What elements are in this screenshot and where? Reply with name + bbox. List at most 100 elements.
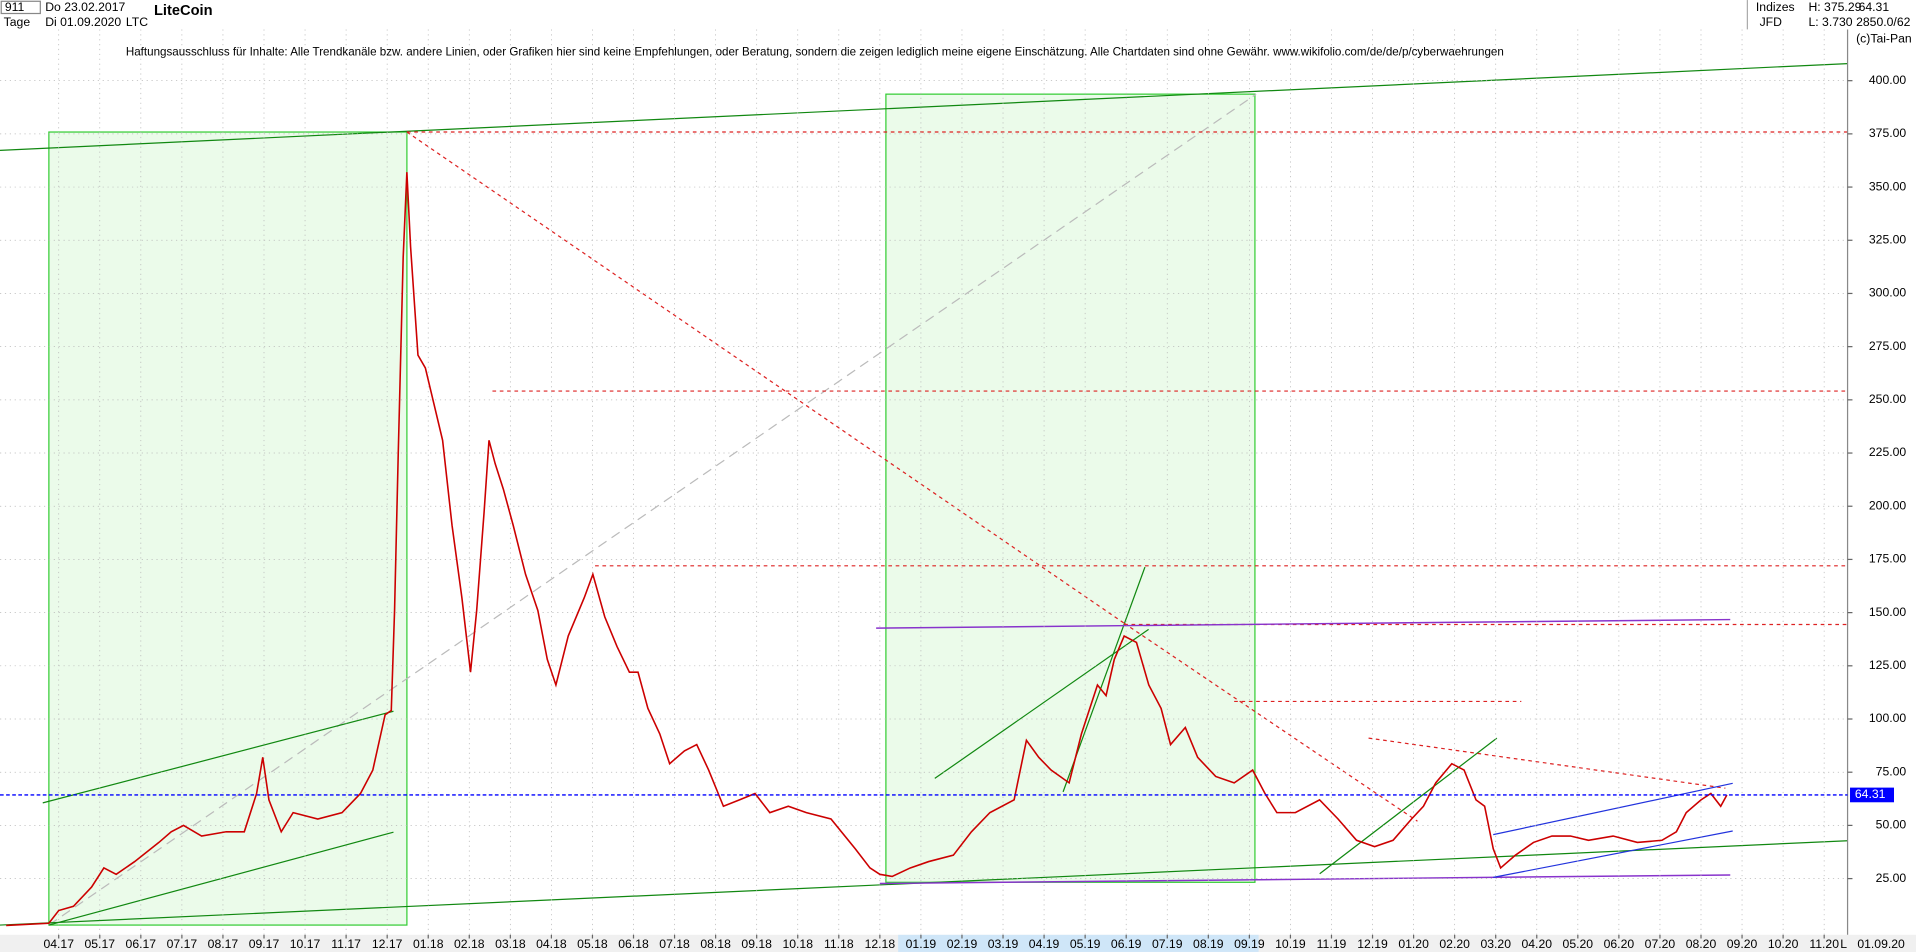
y-tick-label: 275.00	[1869, 339, 1907, 353]
x-tick-label: 11.18	[824, 937, 854, 951]
y-axis-panel	[1847, 0, 1916, 952]
x-tick-label: 02.19	[947, 937, 978, 951]
x-tick-label: 06.20	[1604, 937, 1635, 951]
y-tick-label: 300.00	[1869, 286, 1907, 300]
x-tick-label: 03.20	[1480, 937, 1511, 951]
green-box	[48, 131, 408, 926]
x-tick-label: 06.19	[1111, 937, 1142, 951]
x-tick-label: 09.17	[249, 937, 280, 951]
x-tick-label: 04.19	[1029, 937, 1060, 951]
x-tick-label: 02.18	[454, 937, 485, 951]
x-tick-label: 04.17	[43, 937, 74, 951]
y-tick-label: 75.00	[1876, 764, 1907, 778]
price-line	[6, 172, 1728, 927]
chart-title: LiteCoin	[154, 3, 213, 19]
y-tick-label: 125.00	[1869, 658, 1907, 672]
level-line	[876, 618, 1731, 629]
guide-line	[48, 93, 1257, 926]
last-price-box	[1850, 787, 1895, 803]
green-box	[885, 93, 1256, 883]
trend-line	[1319, 737, 1498, 875]
x-tick-label: 05.19	[1070, 937, 1101, 951]
x-tick-label: 07.18	[659, 937, 690, 951]
x-tick-label: 06.18	[618, 937, 649, 951]
x-tick-label: 01.18	[413, 937, 444, 951]
x-tick-label: 09.18	[741, 937, 772, 951]
x-tick-label: 07.19	[1152, 937, 1183, 951]
symbol: LTC	[126, 15, 148, 29]
level-line	[879, 874, 1731, 885]
x-tick-label: 11.20	[1809, 937, 1839, 951]
axis-date: 01.09.20	[1857, 937, 1905, 951]
trend-line	[406, 131, 1125, 624]
x-tick-label: 04.20	[1521, 937, 1552, 951]
x-tick-label: 05.20	[1563, 937, 1594, 951]
low: L: 3.730	[1808, 15, 1852, 29]
x-tick-label: 08.20	[1686, 937, 1717, 951]
trend-line	[48, 831, 394, 926]
source: JFD	[1760, 15, 1783, 29]
trend-line	[1123, 622, 1418, 822]
x-tick-label: 08.17	[208, 937, 239, 951]
y-tick-label: 50.00	[1876, 818, 1907, 832]
x-tick-label: 12.17	[372, 937, 403, 951]
y-tick-label: 250.00	[1869, 392, 1907, 406]
last-price-label: 64.31	[1855, 787, 1886, 801]
x-tick-label: 07.17	[167, 937, 198, 951]
period: Tage	[4, 15, 31, 29]
start-date: Do 23.02.2017	[45, 0, 125, 14]
x-tick-label: 01.19	[906, 937, 937, 951]
x-tick-label: 08.18	[700, 937, 731, 951]
y-tick-label: 200.00	[1869, 498, 1907, 512]
x-tick-label: 09.19	[1234, 937, 1265, 951]
y-tick-label: 375.00	[1869, 126, 1907, 140]
id-box	[0, 0, 41, 15]
disclaimer: Haftungsausschluss für Inhalte: Alle Tre…	[126, 46, 1504, 59]
channel-line	[1493, 830, 1733, 879]
x-tick-label: 01.20	[1398, 937, 1429, 951]
x-tick-label: 06.17	[126, 937, 157, 951]
axis-mode: L	[1840, 937, 1847, 951]
id: 911	[5, 0, 25, 14]
y-tick-label: 400.00	[1869, 73, 1907, 87]
x-tick-label: 10.17	[290, 937, 321, 951]
x-tick-label: 07.20	[1645, 937, 1676, 951]
y-tick-label: 225.00	[1869, 445, 1907, 459]
y-tick-label: 100.00	[1869, 711, 1907, 725]
header	[0, 0, 1916, 30]
x-tick-label: 09.20	[1727, 937, 1758, 951]
x-tick-label: 03.19	[988, 937, 1019, 951]
x-tick-label: 03.18	[495, 937, 526, 951]
trend-line	[1368, 737, 1726, 789]
x-tick-label: 08.19	[1193, 937, 1224, 951]
y-tick-label: 325.00	[1869, 232, 1907, 246]
drawings	[0, 62, 1848, 926]
x-axis-highlight	[898, 934, 1259, 952]
x-tick-label: 11.19	[1317, 937, 1347, 951]
y-tick-label: 25.00	[1876, 871, 1907, 885]
trend-line	[42, 710, 394, 804]
group: Indizes	[1756, 0, 1795, 14]
last-price: 64.31	[1859, 0, 1890, 14]
x-tick-label: 10.20	[1768, 937, 1799, 951]
x-tick-label: 10.18	[782, 937, 813, 951]
x-tick-label: 05.18	[577, 937, 608, 951]
y-tick-label: 175.00	[1869, 552, 1907, 566]
trend-line	[0, 62, 1848, 151]
grid	[0, 29, 1848, 935]
high: H: 375.29	[1808, 0, 1861, 14]
x-tick-label: 04.18	[536, 937, 567, 951]
channel-line	[1493, 782, 1733, 836]
x-tick-label: 11.17	[331, 937, 361, 951]
x-tick-label: 05.17	[84, 937, 115, 951]
x-tick-label: 02.20	[1439, 937, 1470, 951]
x-tick-label: 12.19	[1357, 937, 1388, 951]
y-tick-label: 150.00	[1869, 605, 1907, 619]
x-tick-label: 12.18	[865, 937, 896, 951]
size: 2850.0/62	[1856, 15, 1911, 29]
y-tick-label: 350.00	[1869, 179, 1907, 193]
copyright: (c)Tai-Pan	[1856, 31, 1912, 45]
end-date: Di 01.09.2020	[45, 15, 121, 29]
